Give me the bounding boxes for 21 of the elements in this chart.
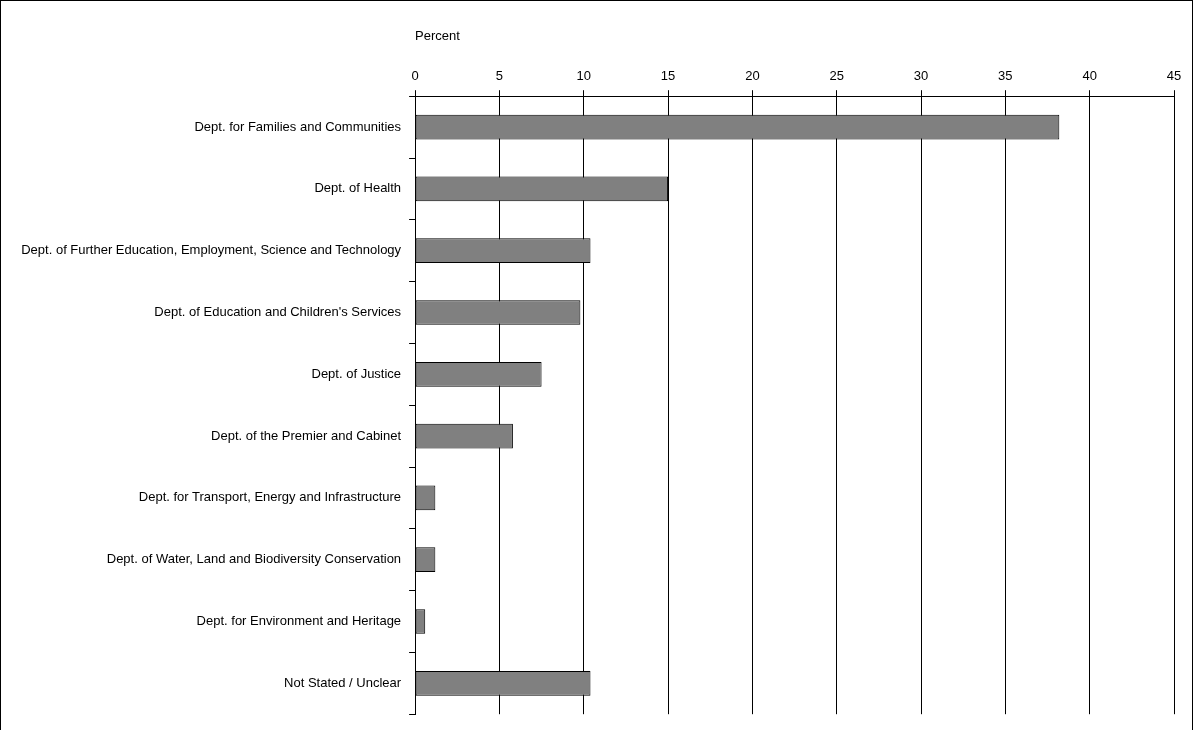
x-tick-label: 20 xyxy=(745,67,760,83)
x-tick-label: 40 xyxy=(1082,67,1097,83)
x-tick-label: 30 xyxy=(913,67,929,83)
x-tick-label: 15 xyxy=(660,67,676,83)
x-tick-label: 5 xyxy=(495,67,504,83)
x-tick-label: 45 xyxy=(1166,67,1182,83)
x-tick-label: 35 xyxy=(998,67,1013,83)
x-tick-label: 10 xyxy=(576,67,591,83)
y-tick-label: Dept. of Water, Land and Biodiversity Conservation xyxy=(106,551,402,567)
y-tick-label: Not Stated / Unclear xyxy=(284,674,402,690)
y-tick-label: Dept. for Families and Communities xyxy=(194,118,402,134)
y-tick-label: Dept. of Justice xyxy=(311,365,402,381)
y-tick-label: Dept. for Environment and Heritage xyxy=(196,613,402,629)
y-tick-label: Dept. for Transport, Energy and Infrastructure xyxy=(138,489,402,505)
y-tick-label: Dept. of Health xyxy=(314,180,402,196)
x-tick-label: 0 xyxy=(411,67,419,83)
y-tick-label: Dept. of Further Education, Employment, Science and Technology xyxy=(21,242,402,258)
x-axis-title: Percent xyxy=(415,28,461,44)
y-tick-label: Dept. of Education and Children's Services xyxy=(154,304,402,320)
y-tick-label: Dept. of the Premier and Cabinet xyxy=(211,427,402,443)
x-tick-label: 25 xyxy=(829,67,844,83)
